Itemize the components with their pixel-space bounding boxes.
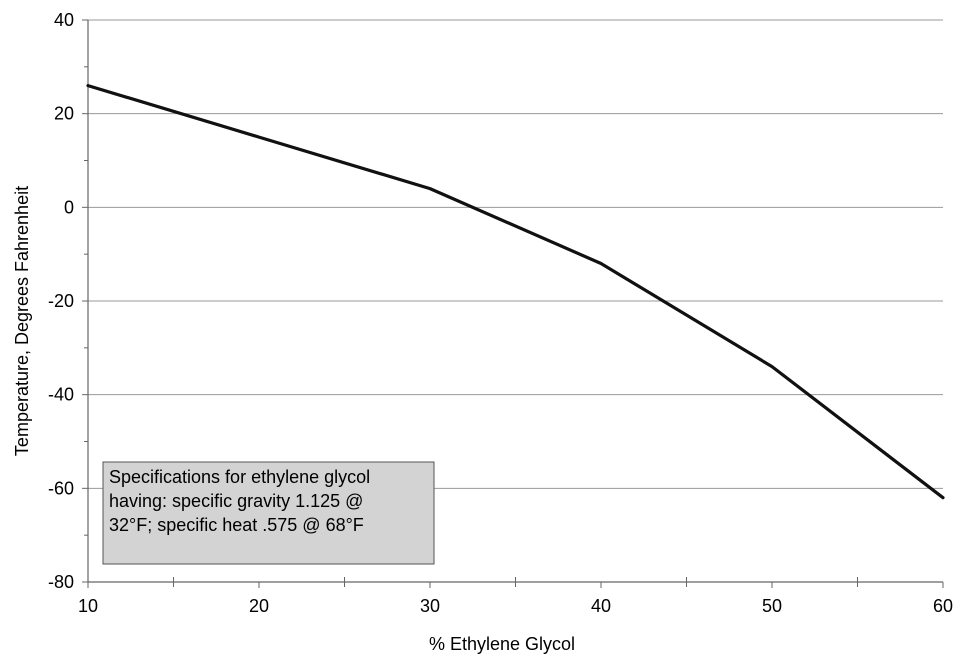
x-axis-label: % Ethylene Glycol bbox=[429, 634, 575, 654]
annotation-box: Specifications for ethylene glycol havin… bbox=[102, 461, 435, 565]
series-line bbox=[86, 83, 945, 500]
annotation-line-1: Specifications for ethylene glycol bbox=[109, 467, 370, 487]
x-tick-label: 50 bbox=[762, 596, 782, 616]
x-tick-label: 10 bbox=[78, 596, 98, 616]
y-tick-label: 0 bbox=[64, 197, 74, 217]
series-layer bbox=[86, 83, 945, 500]
y-tick-label: -40 bbox=[48, 385, 74, 405]
x-tick-label: 40 bbox=[591, 596, 611, 616]
y-tick-label: -60 bbox=[48, 478, 74, 498]
x-tick-label: 20 bbox=[249, 596, 269, 616]
annotation-line-2: having: specific gravity 1.125 @ bbox=[109, 491, 363, 511]
ticks bbox=[82, 19, 944, 588]
annotation-background bbox=[102, 461, 435, 565]
y-tick-label: -20 bbox=[48, 291, 74, 311]
x-tick-label: 30 bbox=[420, 596, 440, 616]
y-axis-label: Temperature, Degrees Fahrenheit bbox=[12, 186, 32, 456]
y-tick-label: -80 bbox=[48, 572, 74, 592]
y-tick-label: 40 bbox=[54, 10, 74, 30]
y-tick-label: 20 bbox=[54, 104, 74, 124]
x-tick-label: 60 bbox=[933, 596, 953, 616]
y-tick-labels: -80 -60 -40 -20 0 20 40 bbox=[48, 10, 74, 592]
annotation-line-3: 32°F; specific heat .575 @ 68°F bbox=[109, 515, 364, 535]
x-tick-labels: 10 20 30 40 50 60 bbox=[78, 596, 953, 616]
